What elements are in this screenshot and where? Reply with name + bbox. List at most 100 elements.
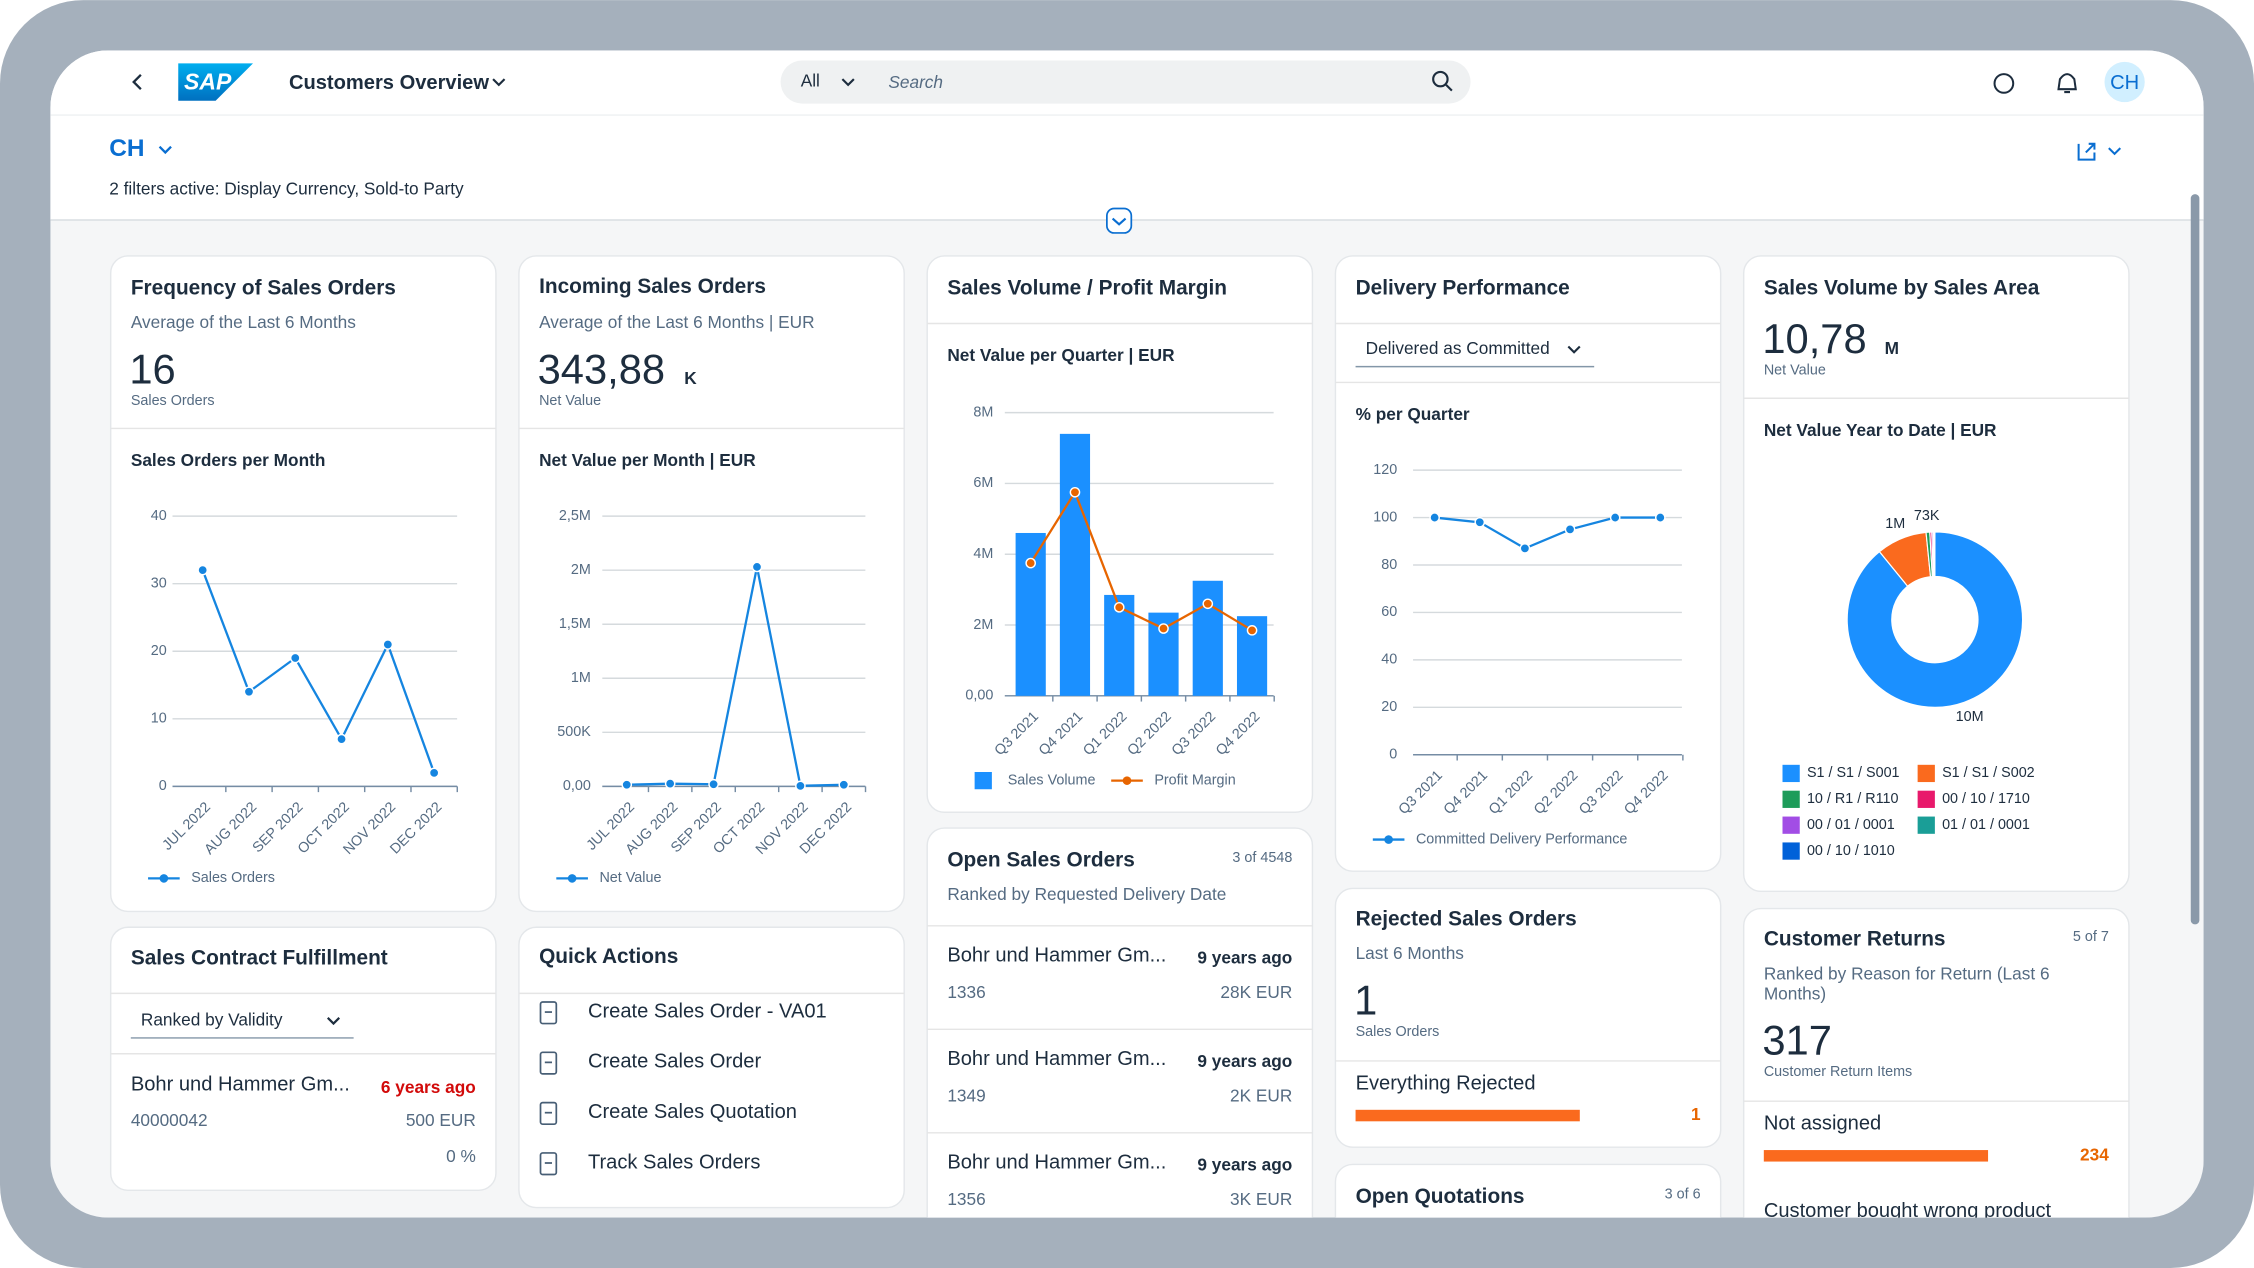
line [201, 569, 436, 774]
scope-chevron[interactable] [841, 78, 855, 87]
search-bar[interactable] [780, 60, 1471, 104]
quick-action[interactable]: Track Sales Orders [588, 1151, 760, 1173]
card[interactable] [1334, 887, 1722, 1148]
legend-swatch [1782, 842, 1800, 860]
legend-swatch [1917, 816, 1935, 834]
collapse-chevron [1111, 217, 1127, 226]
notification-icon[interactable] [2057, 73, 2077, 94]
scrollbar[interactable] [2190, 194, 2200, 925]
y-tick-label: 1M [571, 670, 591, 686]
card[interactable] [518, 926, 905, 1209]
back-button[interactable] [132, 73, 142, 91]
card[interactable] [518, 255, 905, 913]
legend-label: Sales Orders [191, 870, 275, 886]
share-chevron[interactable] [2108, 147, 2122, 156]
card-title: Open Quotations [1356, 1185, 1525, 1208]
card[interactable] [1334, 255, 1722, 872]
point [243, 686, 255, 698]
progress-bar [1763, 1150, 1989, 1162]
legend-swatch [1782, 790, 1800, 808]
point [1429, 512, 1440, 523]
point [1564, 524, 1576, 535]
item-name[interactable]: Bohr und Hammer Gm... [947, 1151, 1166, 1173]
search-icon[interactable] [1432, 70, 1449, 88]
y-tick-label: 500K [557, 724, 591, 740]
dropdown-chevron [326, 1017, 341, 1026]
legend-swatch [1917, 790, 1935, 808]
kpi-unit: K [684, 368, 697, 388]
point [751, 561, 763, 573]
chart-title: % per Quarter [1356, 404, 1470, 424]
data-label: 1M [1885, 516, 1905, 532]
legend-label: 01 / 01 / 0001 [1942, 817, 2030, 833]
y-tick-label: 2M [571, 562, 591, 578]
y-tick-label: 0 [159, 778, 167, 794]
select[interactable] [1355, 333, 1595, 367]
logo[interactable] [178, 63, 253, 101]
chart-title: Net Value per Month | EUR [539, 450, 756, 470]
kpi-label: Net Value [539, 393, 601, 409]
logo-text: SAP [184, 69, 232, 95]
card-count: 5 of 7 [2073, 929, 2109, 945]
card-subtitle: Last 6 Months [1356, 943, 1464, 963]
item-name[interactable]: Bohr und Hammer Gm... [947, 944, 1166, 966]
legend-label: S1 / S1 / S002 [1942, 765, 2035, 781]
y-tick-label: 40 [1381, 652, 1397, 668]
title-chevron[interactable] [492, 78, 506, 87]
quick-action[interactable]: Create Sales Order - VA01 [588, 1000, 827, 1022]
data-label: 73K [1914, 508, 1940, 524]
share-icon[interactable] [2077, 142, 2096, 161]
legend-swatch [1917, 764, 1935, 783]
point [1654, 512, 1666, 523]
item-id: 40000042 [131, 1110, 208, 1130]
select-text: Ranked by Validity [141, 1009, 283, 1029]
card[interactable] [1742, 907, 2130, 1254]
item-name: Customer bought wrong product [1764, 1200, 2052, 1222]
page-title: CH [109, 135, 144, 162]
donut-slice [1846, 531, 2024, 708]
legend-label: Net Value [599, 870, 661, 886]
action-icon [539, 1101, 558, 1126]
y-tick-label: 2M [973, 617, 993, 633]
item-id: 1336 [947, 982, 985, 1002]
variant-chevron[interactable] [158, 145, 172, 155]
legend-swatch-dot [1384, 835, 1393, 844]
legend-label: 10 / R1 / R110 [1807, 791, 1899, 807]
point [197, 564, 209, 576]
legend-label: Sales Volume [1008, 772, 1096, 788]
point [289, 652, 301, 664]
quick-action[interactable]: Create Sales Order [588, 1051, 762, 1073]
point [1025, 557, 1037, 569]
card-title: Sales Contract Fulfillment [131, 946, 388, 969]
item-name[interactable]: Bohr und Hammer Gm... [947, 1048, 1166, 1070]
y-tick-label: 4M [973, 546, 993, 562]
card-title: Quick Actions [539, 945, 678, 968]
filter-summary: 2 filters active: Display Currency, Sold… [109, 178, 464, 198]
point [664, 778, 676, 789]
y-tick-label: 8M [973, 404, 993, 420]
app: SAP Customers Overview All Search CH CH 2 filt… [50, 50, 2204, 1268]
y-tick-label: 0,00 [563, 778, 591, 794]
avatar[interactable] [2104, 61, 2145, 103]
kpi-value: 1 [1354, 976, 1377, 1023]
card[interactable] [926, 827, 1314, 1245]
card-subtitle: Ranked by Requested Delivery Date [947, 884, 1226, 904]
progress-bar [1355, 1109, 1580, 1122]
card[interactable] [1334, 1163, 1722, 1268]
card-title: Sales Volume / Profit Margin [947, 277, 1227, 300]
select[interactable] [130, 1004, 354, 1038]
item-name: Bohr und Hammer Gm... [131, 1074, 350, 1096]
data-label: 10M [1956, 709, 1984, 725]
collapse-header[interactable] [1106, 207, 1133, 234]
quick-action[interactable]: Create Sales Quotation [588, 1101, 797, 1123]
item-name: Not assigned [1764, 1113, 1881, 1135]
legend-label: 00 / 10 / 1710 [1942, 791, 2030, 807]
point [621, 779, 633, 791]
line [626, 566, 844, 788]
legend-swatch [1782, 764, 1800, 783]
point [1113, 601, 1125, 613]
card-subtitle: Average of the Last 6 Months [131, 312, 356, 332]
y-tick-label: 1,5M [559, 616, 591, 632]
item-value: 1 [1691, 1104, 1701, 1124]
help-icon[interactable] [1993, 73, 2015, 94]
